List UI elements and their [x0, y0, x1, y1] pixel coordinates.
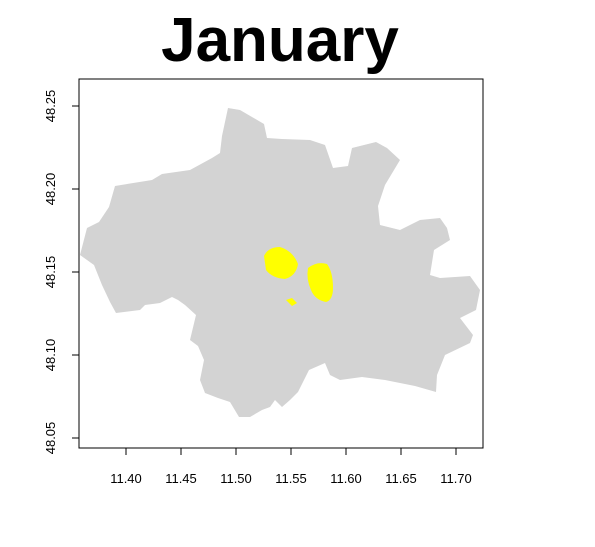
map-title: January — [161, 6, 399, 75]
y-tick-label: 48.25 — [43, 90, 58, 123]
x-tick-label: 11.45 — [165, 471, 197, 486]
highlight-areas — [264, 247, 333, 306]
highlight-area — [286, 298, 297, 306]
plot-frame — [78, 78, 484, 449]
x-tick-label: 11.60 — [330, 471, 362, 486]
highlight-area — [307, 263, 333, 302]
y-tick-label: 48.10 — [43, 339, 58, 372]
highlight-area — [264, 247, 298, 279]
x-tick-label: 11.50 — [220, 471, 252, 486]
x-tick-label: 11.70 — [440, 471, 472, 486]
y-tick-label: 48.20 — [43, 173, 58, 206]
x-tick-label: 11.40 — [110, 471, 142, 486]
y-tick-label: 48.05 — [43, 422, 58, 455]
y-tick-label: 48.15 — [43, 256, 58, 289]
x-axis: 11.40 11.45 11.50 11.55 11.60 11.65 11.7… — [110, 448, 472, 486]
y-axis: 48.05 48.10 48.15 48.20 48.25 — [43, 90, 79, 455]
x-tick-label: 11.55 — [275, 471, 307, 486]
x-tick-label: 11.65 — [385, 471, 417, 486]
